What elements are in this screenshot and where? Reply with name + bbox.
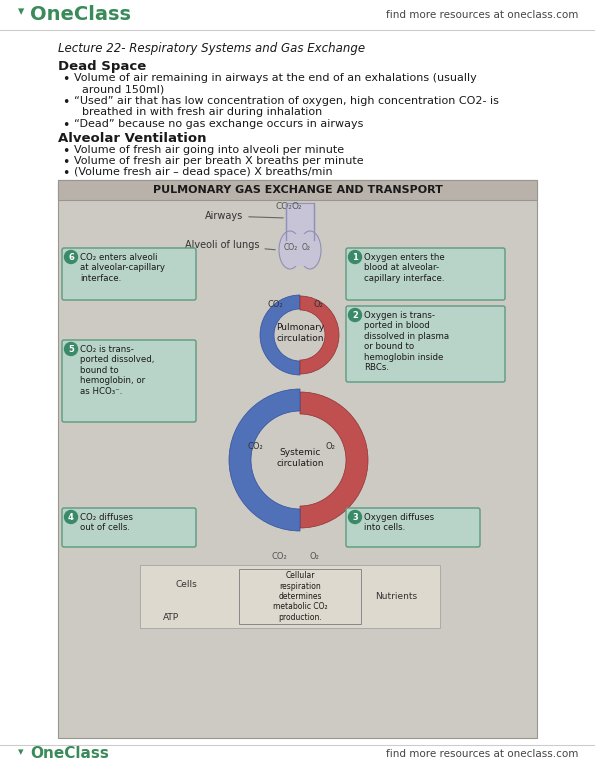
FancyBboxPatch shape	[286, 203, 314, 240]
Text: “Used” air that has low concentration of oxygen, high concentration CO2- is: “Used” air that has low concentration of…	[74, 96, 499, 106]
Text: Alveoli of lungs: Alveoli of lungs	[185, 240, 275, 250]
Text: Oxygen enters the
blood at alveolar-
capillary interface.: Oxygen enters the blood at alveolar- cap…	[364, 253, 444, 283]
Text: Volume of air remaining in airways at the end of an exhalations (usually: Volume of air remaining in airways at th…	[74, 73, 477, 83]
FancyBboxPatch shape	[62, 508, 196, 547]
Text: 4: 4	[68, 513, 74, 521]
FancyBboxPatch shape	[346, 248, 505, 300]
Text: •: •	[62, 96, 70, 109]
Text: Alveolar Ventilation: Alveolar Ventilation	[58, 132, 206, 145]
Text: 5: 5	[68, 344, 74, 353]
Text: O₂: O₂	[326, 442, 336, 451]
Text: Airways: Airways	[205, 211, 283, 221]
Text: Pulmonary
circulation: Pulmonary circulation	[276, 323, 324, 343]
Text: 2: 2	[352, 310, 358, 320]
Text: Lecture 22- Respiratory Systems and Gas Exchange: Lecture 22- Respiratory Systems and Gas …	[58, 42, 365, 55]
Text: Volume of fresh air going into alveoli per minute: Volume of fresh air going into alveoli p…	[74, 145, 344, 155]
Text: OneClass: OneClass	[30, 5, 131, 25]
Text: OneClass: OneClass	[30, 746, 109, 762]
Wedge shape	[260, 295, 300, 375]
Circle shape	[64, 343, 77, 356]
Text: CO₂: CO₂	[268, 300, 284, 309]
Text: Nutrients: Nutrients	[375, 592, 417, 601]
Text: •: •	[62, 156, 70, 169]
Text: CO₂ enters alveoli
at alveolar-capillary
interface.: CO₂ enters alveoli at alveolar-capillary…	[80, 253, 165, 283]
Text: “Dead” because no gas exchange occurs in airways: “Dead” because no gas exchange occurs in…	[74, 119, 364, 129]
Text: CO₂ is trans-
ported dissolved,
bound to
hemoglobin, or
as HCO₃⁻.: CO₂ is trans- ported dissolved, bound to…	[80, 345, 154, 396]
FancyBboxPatch shape	[294, 234, 306, 266]
Text: CO₂: CO₂	[284, 243, 298, 253]
Circle shape	[64, 250, 77, 263]
Text: Oxygen diffuses
into cells.: Oxygen diffuses into cells.	[364, 513, 434, 532]
Text: Dead Space: Dead Space	[58, 60, 146, 73]
Wedge shape	[229, 389, 300, 531]
FancyBboxPatch shape	[140, 565, 440, 628]
Text: •: •	[62, 145, 70, 158]
Text: O₂: O₂	[302, 243, 311, 253]
Text: 6: 6	[68, 253, 74, 262]
Circle shape	[64, 511, 77, 524]
Text: ▾: ▾	[18, 747, 24, 757]
Text: Systemic
circulation: Systemic circulation	[276, 448, 324, 467]
Text: Oxygen is trans-
ported in blood
dissolved in plasma
or bound to
hemoglobin insi: Oxygen is trans- ported in blood dissolv…	[364, 311, 449, 372]
Circle shape	[349, 511, 362, 524]
Text: CO₂ diffuses
out of cells.: CO₂ diffuses out of cells.	[80, 513, 133, 532]
Text: O₂: O₂	[291, 202, 302, 211]
FancyBboxPatch shape	[346, 306, 505, 382]
Text: (Volume fresh air – dead space) X breaths/min: (Volume fresh air – dead space) X breath…	[74, 167, 333, 177]
Text: breathed in with fresh air during inhalation: breathed in with fresh air during inhala…	[82, 107, 322, 117]
Text: ▾: ▾	[18, 5, 24, 18]
FancyBboxPatch shape	[62, 248, 196, 300]
Text: around 150ml): around 150ml)	[82, 84, 164, 94]
FancyBboxPatch shape	[58, 180, 537, 738]
Ellipse shape	[299, 231, 321, 269]
Text: O₂: O₂	[314, 300, 324, 309]
Text: 1: 1	[352, 253, 358, 262]
Text: ATP: ATP	[163, 613, 179, 622]
FancyBboxPatch shape	[239, 569, 361, 624]
Text: Cellular
respiration
determines
metabolic CO₂
production.: Cellular respiration determines metaboli…	[273, 571, 327, 622]
Text: PULMONARY GAS EXCHANGE AND TRANSPORT: PULMONARY GAS EXCHANGE AND TRANSPORT	[152, 185, 443, 195]
Text: find more resources at oneclass.com: find more resources at oneclass.com	[386, 749, 578, 759]
Circle shape	[349, 250, 362, 263]
Text: CO₂: CO₂	[272, 552, 288, 561]
Text: find more resources at oneclass.com: find more resources at oneclass.com	[386, 10, 578, 20]
Text: O₂: O₂	[310, 552, 320, 561]
Text: CO₂: CO₂	[248, 442, 264, 451]
Text: •: •	[62, 73, 70, 86]
Text: CO₂: CO₂	[275, 202, 292, 211]
FancyBboxPatch shape	[62, 340, 196, 422]
Text: •: •	[62, 119, 70, 132]
Ellipse shape	[279, 231, 301, 269]
Circle shape	[349, 309, 362, 322]
Text: •: •	[62, 167, 70, 180]
Text: 3: 3	[352, 513, 358, 521]
Wedge shape	[300, 296, 339, 374]
Wedge shape	[300, 392, 368, 528]
FancyBboxPatch shape	[58, 180, 537, 200]
Text: Cells: Cells	[175, 580, 197, 589]
Text: Volume of fresh air per breath X breaths per minute: Volume of fresh air per breath X breaths…	[74, 156, 364, 166]
FancyBboxPatch shape	[346, 508, 480, 547]
